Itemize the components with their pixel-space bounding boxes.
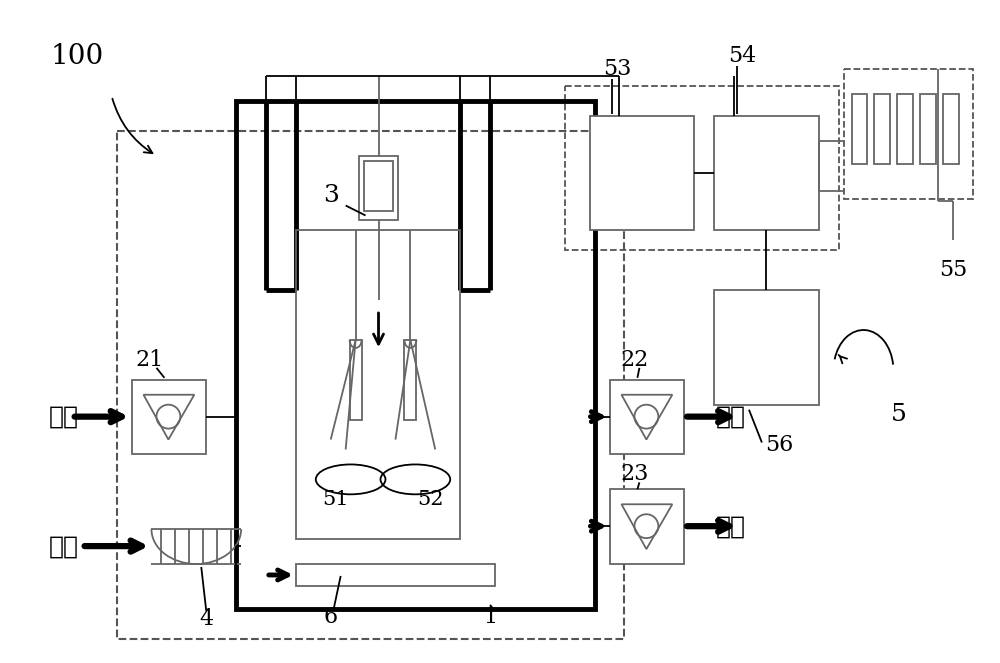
Bar <box>296 564 495 586</box>
Bar <box>236 101 595 609</box>
Text: 进水: 进水 <box>49 404 79 429</box>
Text: 53: 53 <box>603 58 632 80</box>
Bar <box>943 94 959 164</box>
Bar <box>714 290 819 404</box>
Text: 空气: 空气 <box>49 535 79 559</box>
Bar <box>610 489 684 564</box>
Bar <box>404 340 416 420</box>
Bar <box>920 94 936 164</box>
Bar <box>364 160 393 211</box>
Text: 55: 55 <box>939 259 967 281</box>
Bar <box>565 86 839 251</box>
Text: 出水: 出水 <box>716 404 746 429</box>
Text: 56: 56 <box>765 434 793 455</box>
Text: 6: 6 <box>324 606 338 628</box>
Text: 污泥: 污泥 <box>716 514 746 538</box>
Text: 22: 22 <box>620 349 649 371</box>
Text: 3: 3 <box>323 184 339 207</box>
Text: 54: 54 <box>728 45 756 67</box>
Text: 23: 23 <box>620 463 649 485</box>
Bar <box>844 69 973 198</box>
Text: 5: 5 <box>890 403 906 426</box>
Text: 100: 100 <box>50 42 103 70</box>
Text: 4: 4 <box>199 608 213 630</box>
Text: 51: 51 <box>322 490 349 509</box>
Bar <box>714 116 819 231</box>
Bar <box>296 231 460 539</box>
Bar <box>350 340 362 420</box>
Text: 52: 52 <box>417 490 444 509</box>
Bar <box>132 380 206 454</box>
Bar <box>610 380 684 454</box>
Text: 21: 21 <box>135 349 164 371</box>
Bar <box>852 94 867 164</box>
Bar <box>117 131 624 638</box>
Bar <box>897 94 913 164</box>
Text: 1: 1 <box>483 606 497 628</box>
Bar <box>874 94 890 164</box>
Bar <box>359 156 398 221</box>
Bar <box>590 116 694 231</box>
